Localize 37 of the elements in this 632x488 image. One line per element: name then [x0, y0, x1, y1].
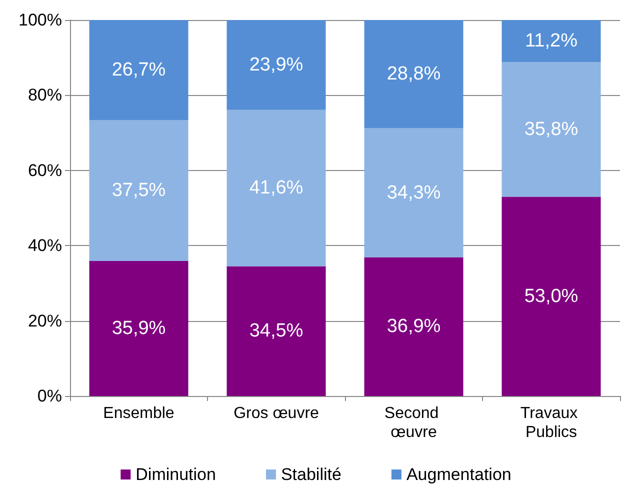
y-tick-label: 60%: [28, 160, 62, 180]
bar: [226, 20, 326, 110]
legend-label: Diminution: [136, 465, 216, 484]
x-tick-label: Travaux Publics: [520, 405, 582, 441]
bar: [226, 110, 326, 266]
data-label: 41,6%: [249, 178, 304, 199]
bar: [226, 266, 326, 396]
bar: [364, 257, 464, 396]
data-label: 34,5%: [249, 320, 304, 342]
data-label: 23,9%: [249, 54, 304, 76]
x-tick-label: Second œuvre: [384, 405, 444, 441]
bar: [364, 20, 464, 128]
bar: [502, 20, 601, 62]
legend-label: Augmentation: [406, 465, 512, 484]
legend-label: Stabilité: [280, 465, 342, 484]
bar: [364, 128, 464, 258]
bar: [89, 120, 188, 262]
x-tick-label: Gros œuvre: [234, 405, 320, 422]
data-label: 35,8%: [524, 118, 578, 140]
data-label: 53,0%: [524, 286, 578, 307]
data-label: 26,7%: [112, 60, 166, 81]
y-tick-label: 20%: [28, 311, 62, 330]
y-tick-label: 40%: [28, 236, 62, 256]
data-label: 34,3%: [386, 182, 441, 204]
data-label: 28,8%: [386, 64, 441, 85]
bar: [89, 261, 188, 396]
data-label: 36,9%: [386, 316, 441, 338]
bar: [89, 20, 188, 120]
y-tick-label: 0%: [37, 386, 62, 406]
data-label: 35,9%: [112, 318, 166, 340]
bar: [502, 196, 601, 396]
data-label: 11,2%: [525, 30, 578, 52]
y-tick-label: 80%: [28, 86, 62, 105]
y-tick-label: 100%: [18, 10, 62, 30]
x-tick-label: Ensemble: [103, 405, 174, 422]
data-label: 37,5%: [112, 180, 166, 202]
bar: [502, 62, 601, 197]
